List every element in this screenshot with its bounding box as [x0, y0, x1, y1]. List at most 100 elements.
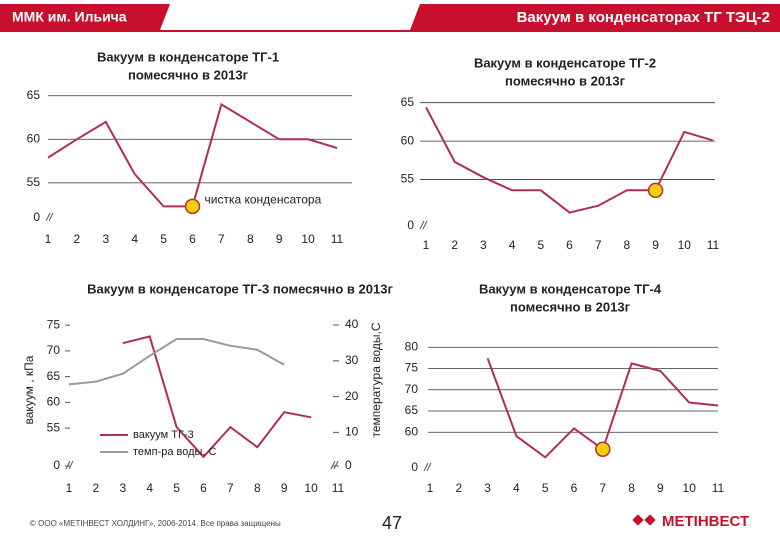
y-tick-label: 65: [47, 369, 61, 383]
y2-tick-label: 20: [345, 389, 359, 403]
legend-label: вакуум ТГ-3: [133, 429, 194, 441]
x-tick-label: 9: [657, 481, 664, 495]
y-tick-label: 0: [53, 458, 60, 472]
x-tick-label: 10: [301, 232, 315, 246]
axis-break: [333, 460, 339, 470]
x-tick-label: 5: [537, 238, 544, 252]
x-tick-label: 10: [683, 481, 697, 495]
y-tick-label: 60: [401, 133, 415, 147]
chart-title: Вакуум в конденсаторе ТГ-3 помесячно в 2…: [87, 281, 393, 296]
y-tick-label: 70: [405, 382, 419, 396]
page-number: 47: [382, 513, 402, 533]
x-tick-label: 1: [427, 481, 434, 495]
x-tick-label: 3: [119, 481, 126, 495]
y-tick-label: 60: [47, 395, 61, 409]
axis-break: [48, 212, 54, 222]
x-tick-label: 1: [423, 238, 430, 252]
x-tick-label: 2: [455, 481, 462, 495]
axis-break: [422, 220, 428, 230]
series-line: [122, 335, 312, 459]
logo-icon: [632, 514, 656, 526]
y-tick-label: 65: [27, 88, 41, 102]
chart-subtitle: помесячно в 2013г: [505, 73, 626, 88]
axis-break: [419, 220, 425, 230]
x-tick-label: 3: [480, 238, 487, 252]
x-tick-label: 2: [74, 232, 81, 246]
x-tick-label: 10: [678, 238, 692, 252]
x-tick-label: 4: [513, 481, 520, 495]
chart-subtitle: помесячно в 2013г: [128, 67, 249, 82]
highlight-marker: [184, 198, 201, 215]
axis-break: [68, 460, 74, 470]
series-line: [68, 338, 285, 386]
copyright: © ООО «МЕТІНВЕСТ ХОЛДИНГ», 2006-2014. Вс…: [30, 519, 281, 528]
y-tick-label: 75: [47, 317, 61, 331]
x-tick-label: 6: [189, 232, 196, 246]
header-left-bar: [0, 4, 170, 30]
y-tick-label: 80: [405, 339, 419, 353]
header-title: Вакуум в конденсаторах ТГ ТЭЦ-2: [517, 9, 770, 26]
header-left: ММК им. Ильича: [12, 9, 127, 25]
highlight-marker: [647, 182, 664, 199]
axis-break: [45, 212, 51, 222]
axis-break: [65, 460, 71, 470]
y-tick-label: 55: [27, 175, 41, 189]
x-tick-label: 9: [281, 481, 288, 495]
y2-tick-label: 10: [345, 425, 359, 439]
x-tick-label: 5: [173, 481, 180, 495]
x-tick-label: 11: [332, 481, 345, 495]
highlight-marker: [595, 441, 611, 457]
x-tick-label: 7: [599, 481, 606, 495]
x-tick-label: 7: [595, 238, 602, 252]
annotation: чистка конденсатора: [205, 193, 322, 207]
y-axis-label: вакуум , кПа: [22, 355, 36, 424]
chart-title: Вакуум в конденсаторе ТГ-2: [474, 55, 656, 70]
x-tick-label: 3: [102, 232, 109, 246]
x-tick-label: 6: [571, 481, 578, 495]
axis-break: [423, 462, 429, 472]
x-tick-label: 1: [45, 232, 52, 246]
axis-break: [330, 460, 336, 470]
y2-tick-label: 30: [345, 353, 359, 367]
x-tick-label: 8: [254, 481, 261, 495]
series-line: [425, 106, 714, 214]
y2-tick-label: 0: [345, 458, 352, 472]
header-right-bar: [410, 4, 780, 30]
logo-shape: [644, 514, 656, 526]
x-tick-label: 5: [542, 481, 549, 495]
y-tick-label: 65: [405, 403, 419, 417]
x-tick-label: 11: [707, 238, 720, 252]
x-tick-label: 7: [227, 481, 234, 495]
axis-break: [426, 462, 432, 472]
y-tick-label: 0: [407, 218, 414, 232]
y-tick-label: 0: [411, 460, 418, 474]
x-tick-label: 6: [566, 238, 573, 252]
chart-subtitle: помесячно в 2013г: [510, 299, 631, 314]
x-tick-label: 11: [331, 232, 344, 246]
x-tick-label: 2: [93, 481, 100, 495]
x-tick-label: 11: [712, 481, 725, 495]
y2-axis-label: температура воды,С: [369, 322, 383, 437]
y-tick-label: 75: [405, 361, 419, 375]
x-tick-label: 8: [624, 238, 631, 252]
x-tick-label: 2: [451, 238, 458, 252]
x-tick-label: 9: [652, 238, 659, 252]
x-tick-label: 4: [509, 238, 516, 252]
y-tick-label: 65: [401, 95, 415, 109]
y2-tick-label: 40: [345, 317, 359, 331]
logo-text: МЕТІНВЕСТ: [662, 513, 749, 530]
chart-title: Вакуум в конденсаторе ТГ-4: [479, 281, 662, 296]
y-tick-label: 55: [47, 420, 61, 434]
x-tick-label: 8: [247, 232, 254, 246]
y-tick-label: 70: [47, 343, 61, 357]
logo-shape: [632, 514, 644, 526]
x-tick-label: 5: [160, 232, 167, 246]
x-tick-label: 7: [218, 232, 225, 246]
y-tick-label: 55: [401, 172, 415, 186]
x-tick-label: 4: [146, 481, 153, 495]
x-tick-label: 6: [200, 481, 207, 495]
x-tick-label: 4: [131, 232, 138, 246]
x-tick-label: 8: [628, 481, 635, 495]
